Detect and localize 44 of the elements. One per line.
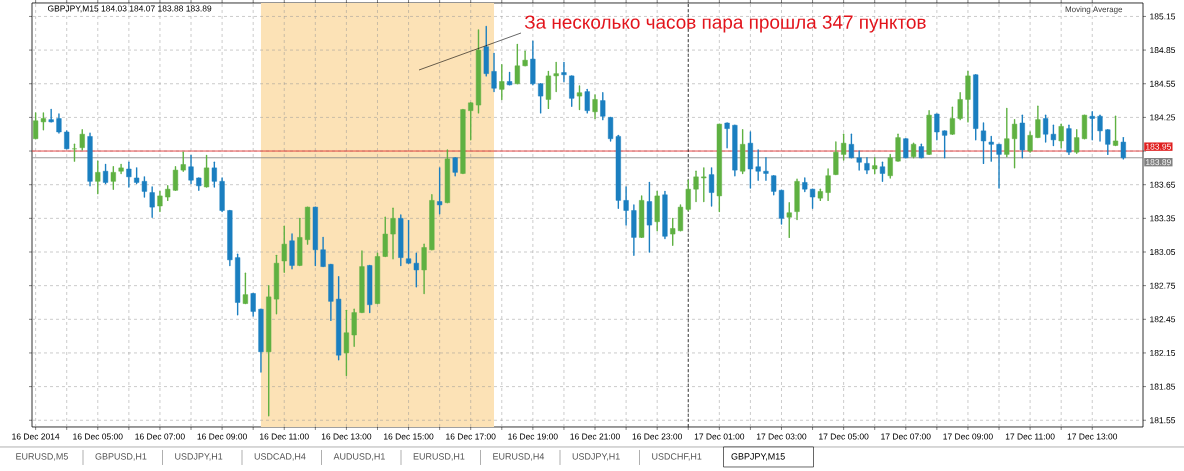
- x-tick-label: 17 Dec 01:00: [694, 433, 745, 440]
- y-tick-label: 183.35: [1150, 215, 1176, 222]
- text: EURUSD,H1: [413, 453, 465, 461]
- x-tick-label: 16 Dec 07:00: [135, 433, 185, 440]
- ref-line-label: 183.95: [1146, 143, 1171, 150]
- text: USDCHF,H1: [652, 453, 702, 461]
- y-tick-label: 184.55: [1150, 80, 1176, 87]
- y-tick-label: 181.85: [1150, 383, 1176, 390]
- ref-line-label: 183.89: [1146, 159, 1171, 166]
- y-tick-label: 182.45: [1150, 316, 1176, 323]
- x-tick-label: 16 Dec 11:00: [260, 433, 309, 440]
- y-tick-label: 183.05: [1150, 249, 1176, 255]
- chart-title: GBPJPY,M15 184.03 184.07 183.88 183.89: [47, 5, 212, 13]
- y-tick-label: 182.75: [1150, 282, 1176, 289]
- x-tick-label: 16 Dec 2014: [12, 433, 60, 440]
- text: EURUSD,H4: [493, 453, 545, 461]
- x-tick-label: 17 Dec 03:00: [756, 433, 807, 440]
- text: GBPJPY,M15: [731, 453, 785, 461]
- y-tick-label: 184.85: [1150, 47, 1176, 54]
- x-tick-label: 16 Dec 19:00: [508, 433, 558, 440]
- x-tick-label: 16 Dec 05:00: [73, 433, 123, 440]
- x-tick-label: 16 Dec 23:00: [632, 433, 683, 440]
- x-tick-label: 17 Dec 05:00: [819, 433, 869, 440]
- text: GBPUSD,H1: [95, 453, 147, 461]
- x-tick-label: 16 Dec 17:00: [446, 433, 496, 440]
- x-tick-label: 17 Dec 13:00: [1067, 433, 1118, 440]
- x-tick-label: 16 Dec 21:00: [570, 433, 620, 440]
- y-tick-label: 182.15: [1150, 349, 1176, 356]
- x-tick-label: 17 Dec 11:00: [1005, 433, 1055, 440]
- y-tick-label: 181.55: [1150, 417, 1176, 424]
- text: USDCAD,H4: [254, 453, 306, 461]
- text: USDJPY,H1: [572, 453, 620, 461]
- text: USDJPY,H1: [175, 453, 223, 461]
- y-tick-label: 183.65: [1150, 181, 1176, 188]
- y-tick-label: 184.25: [1150, 114, 1176, 121]
- annotation: За несколько часов пара прошла 347 пунктов: [524, 15, 926, 33]
- x-tick-label: 16 Dec 15:00: [384, 433, 434, 440]
- x-tick-label: 16 Dec 13:00: [321, 433, 372, 440]
- text: AUDUSD,H1: [333, 453, 385, 461]
- x-tick-label: 17 Dec 09:00: [943, 433, 993, 440]
- y-tick-label: 185.15: [1150, 13, 1176, 20]
- x-tick-label: 17 Dec 07:00: [881, 433, 931, 440]
- text: EURUSD,M5: [16, 453, 68, 461]
- x-tick-label: 16 Dec 09:00: [197, 433, 247, 440]
